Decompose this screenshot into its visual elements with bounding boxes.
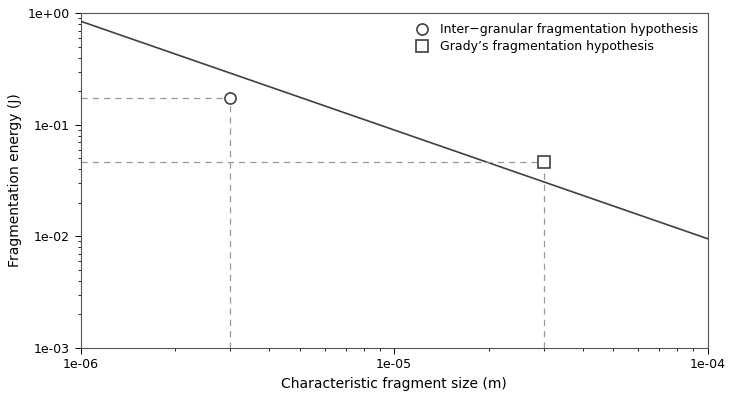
X-axis label: Characteristic fragment size (m): Characteristic fragment size (m) xyxy=(281,377,507,391)
Legend: Inter−granular fragmentation hypothesis, Grady’s fragmentation hypothesis: Inter−granular fragmentation hypothesis,… xyxy=(404,18,702,58)
Y-axis label: Fragmentation energy (J): Fragmentation energy (J) xyxy=(8,94,22,267)
